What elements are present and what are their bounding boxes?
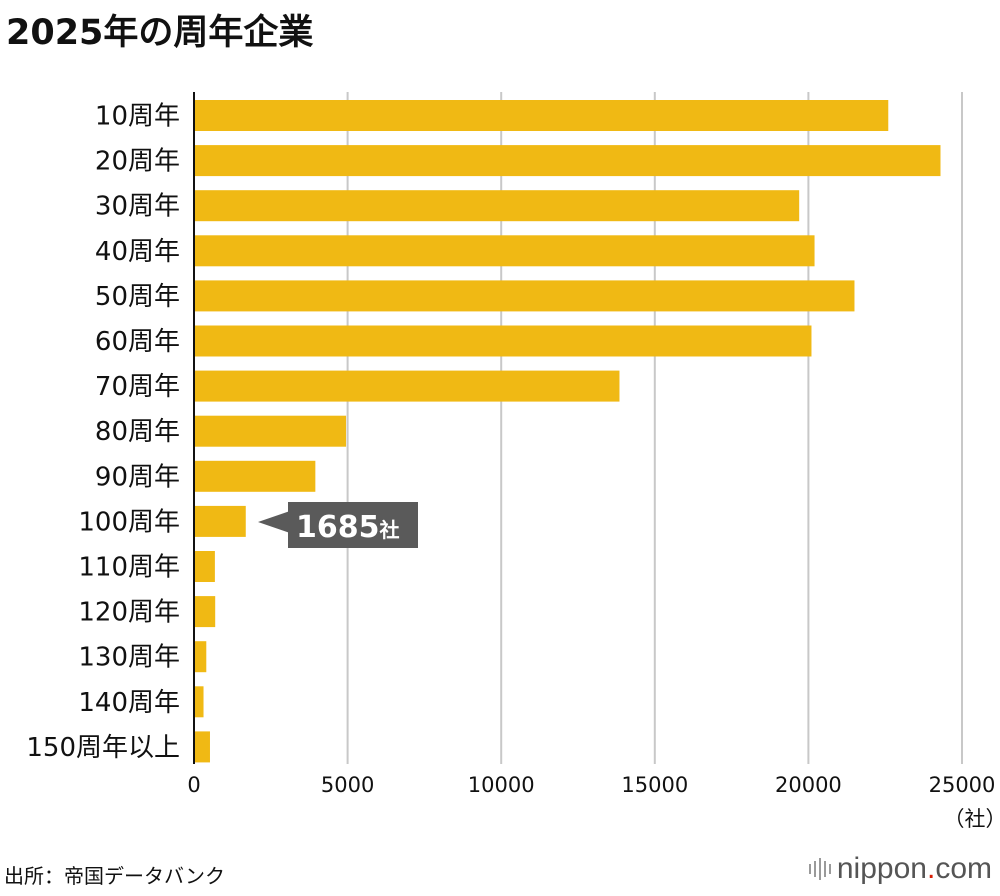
callout-pointer <box>258 511 290 533</box>
x-tick-labels: 0 5000 10000 15000 20000 25000 <box>187 773 995 797</box>
bar <box>194 686 204 718</box>
bars <box>194 100 941 763</box>
callout-value: 1685社 <box>296 510 400 545</box>
bar <box>194 370 620 402</box>
x-tick-label: 5000 <box>321 773 374 797</box>
category-label: 40周年 <box>95 237 180 267</box>
category-label: 30周年 <box>95 192 180 222</box>
bar <box>194 641 207 673</box>
x-tick-label: 10000 <box>468 773 535 797</box>
category-label: 50周年 <box>95 282 180 312</box>
unit-label: （社） <box>944 807 1000 831</box>
logo-bars-icon <box>808 857 831 881</box>
chart-title: 2025年の周年企業 <box>6 13 314 53</box>
bar <box>194 551 215 582</box>
x-tick-label: 20000 <box>775 773 842 797</box>
category-label: 110周年 <box>78 553 180 583</box>
category-label: 20周年 <box>95 147 180 177</box>
category-label: 130周年 <box>78 643 180 673</box>
bar <box>194 235 815 267</box>
nippon-logo: nippon.com <box>808 852 992 886</box>
bar <box>194 145 941 177</box>
source-note: 出所：帝国データバンク <box>4 864 225 888</box>
category-labels: 10周年 20周年 30周年 40周年 50周年 60周年 70周年 80周年 90周年 100周… <box>26 102 180 763</box>
category-label: 90周年 <box>95 462 180 492</box>
category-label: 10周年 <box>95 102 180 132</box>
category-label: 140周年 <box>78 688 180 718</box>
bar <box>194 596 216 628</box>
category-label: 100周年 <box>78 507 180 537</box>
category-label: 70周年 <box>95 372 180 402</box>
x-tick-label: 15000 <box>621 773 688 797</box>
category-label: 150周年以上 <box>26 733 180 763</box>
logo-text: nippon.com <box>836 852 992 885</box>
bar <box>194 190 800 222</box>
annotation-callout: 1685社 <box>258 502 418 548</box>
callout-box <box>288 502 418 548</box>
bar <box>194 100 889 131</box>
bar <box>194 280 855 312</box>
category-label: 80周年 <box>95 417 180 447</box>
category-label: 120周年 <box>78 598 180 628</box>
bar <box>194 505 246 537</box>
x-tick-label: 0 <box>187 773 200 797</box>
bar <box>194 325 812 357</box>
callout-unit: 社 <box>379 518 400 542</box>
category-label: 60周年 <box>95 327 180 357</box>
x-tick-label: 25000 <box>929 773 996 797</box>
bar <box>194 460 316 492</box>
bar <box>194 415 347 447</box>
bar <box>194 731 210 763</box>
